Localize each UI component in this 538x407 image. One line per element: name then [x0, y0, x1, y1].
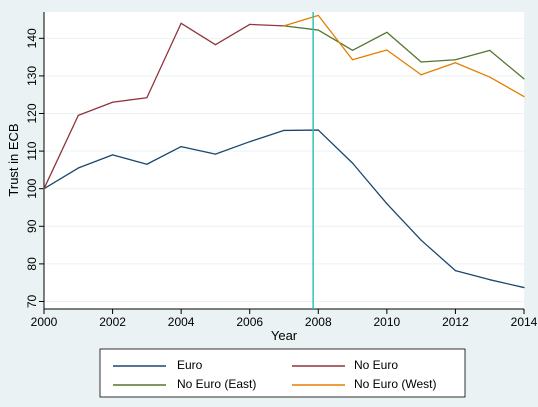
point-no-euro-2001: [77, 114, 79, 116]
point-no-euro-west-2011: [420, 74, 422, 76]
legend-item-no-euro: No Euro: [292, 358, 398, 372]
point-no-euro-2004: [180, 22, 182, 24]
y-axis: 70 80 90 100 110 120 130 140: [25, 12, 45, 309]
point-no-euro-2002: [111, 101, 114, 103]
legend: Euro No Euro No Euro (East) No Euro (West): [99, 348, 466, 398]
x-tick-label-2008: 2008: [305, 315, 332, 329]
point-euro-2013: [489, 279, 491, 281]
legend-box: [99, 348, 466, 398]
x-tick-label-2000: 2000: [31, 315, 58, 329]
point-no-euro-west-2010: [386, 49, 388, 51]
point-euro-2003: [146, 163, 148, 165]
legend-label-no-euro-west: No Euro (West): [354, 377, 436, 391]
series-line-no-euro: [43, 22, 285, 189]
y-tick-label-130: 130: [25, 66, 39, 86]
legend-items: Euro No Euro No Euro (East) No Euro (West): [113, 358, 436, 391]
point-euro-2014: [523, 286, 525, 289]
point-no-euro-east-2010: [386, 31, 388, 33]
point-no-euro-2006: [249, 23, 251, 26]
point-no-euro-west-2009: [351, 59, 354, 61]
x-axis: 2000 2002 2004 2006 2008 2010 2012 2014: [31, 308, 538, 329]
point-no-euro-2005: [214, 44, 217, 46]
x-tick-label-2014: 2014: [511, 315, 538, 329]
series-line-no-euro-west: [283, 14, 525, 98]
point-euro-2011: [420, 239, 422, 241]
legend-item-euro: Euro: [113, 358, 203, 372]
point-euro-2004: [180, 145, 182, 148]
point-no-euro-east-2009: [351, 49, 354, 51]
x-axis-label: Year: [271, 328, 298, 343]
legend-label-no-euro-east: No Euro (East): [177, 377, 256, 391]
y-tick-label-70: 70: [25, 294, 39, 308]
y-axis-label: Trust in ECB: [6, 123, 21, 196]
point-no-euro-west-2008: [317, 14, 319, 16]
y-tick-label-120: 120: [25, 103, 39, 123]
series-layer: [43, 14, 525, 289]
point-no-euro-2000: [43, 188, 45, 190]
x-tick-label-2010: 2010: [374, 315, 401, 329]
point-euro-2002: [111, 154, 114, 156]
legend-label-euro: Euro: [177, 358, 203, 372]
point-euro-2007: [283, 129, 285, 132]
series-no-euro-west: [283, 14, 525, 98]
point-no-euro-west-2012: [454, 62, 457, 64]
legend-label-no-euro: No Euro: [354, 358, 398, 372]
series-line-no-euro-east: [283, 25, 525, 80]
point-euro-2008: [317, 129, 319, 131]
point-no-euro-west-2013: [489, 76, 491, 78]
point-no-euro-east-2008: [317, 29, 319, 31]
point-no-euro-east-2012: [454, 59, 457, 61]
point-euro-2012: [454, 270, 457, 272]
point-no-euro-2003: [146, 97, 148, 99]
plot-area: [44, 12, 524, 309]
y-tick-label-140: 140: [25, 28, 39, 48]
point-euro-2009: [351, 162, 354, 164]
x-tick-label-2006: 2006: [236, 315, 263, 329]
point-no-euro-east-2013: [489, 49, 491, 51]
x-tick-label-2002: 2002: [99, 315, 126, 329]
y-tick-label-90: 90: [25, 219, 39, 233]
y-tick-label-80: 80: [25, 257, 39, 271]
point-euro-2005: [214, 153, 217, 155]
point-euro-2006: [249, 141, 251, 143]
point-no-euro-east-2014: [523, 78, 525, 80]
point-no-euro-west-2014: [523, 95, 525, 98]
point-euro-2001: [77, 167, 79, 169]
y-tick-label-110: 110: [25, 141, 39, 160]
gridlines: [44, 37, 524, 302]
point-no-euro-east-2011: [420, 61, 422, 63]
point-no-euro-west-2007: [283, 25, 285, 27]
x-tick-label-2004: 2004: [168, 315, 195, 329]
series-euro: [43, 129, 525, 289]
x-tick-label-2012: 2012: [442, 315, 469, 329]
legend-item-no-euro-west: No Euro (West): [292, 377, 436, 391]
point-euro-2010: [386, 203, 388, 205]
legend-item-no-euro-east: No Euro (East): [113, 377, 256, 391]
y-tick-label-100: 100: [25, 178, 39, 198]
